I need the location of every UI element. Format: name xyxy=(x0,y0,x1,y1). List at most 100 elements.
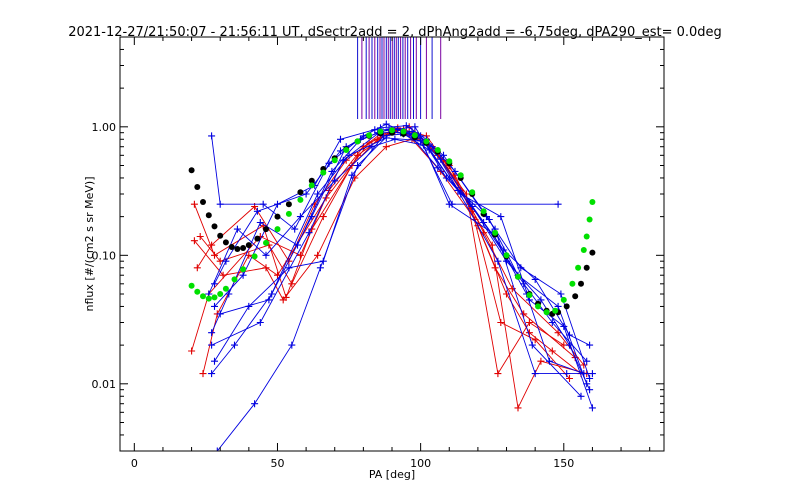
blue-data-point xyxy=(208,370,216,378)
blue-data-point xyxy=(213,447,221,451)
black-fit-point xyxy=(240,245,247,251)
blue-data-point xyxy=(339,156,347,164)
green-fit-point xyxy=(583,233,590,240)
black-fit-point xyxy=(254,235,261,242)
red-data-point xyxy=(219,271,227,279)
green-fit-point xyxy=(389,127,395,134)
blue-data-point xyxy=(337,135,344,143)
red-data-point xyxy=(245,251,253,259)
green-fit-point xyxy=(492,229,499,236)
green-fit-point xyxy=(188,282,195,289)
blue-data-point xyxy=(588,370,596,378)
blue-data-point xyxy=(251,400,259,408)
red-data-point xyxy=(188,347,196,355)
blue-data-point xyxy=(231,341,238,349)
green-fit-point xyxy=(400,128,407,135)
green-fit-point xyxy=(231,276,238,283)
black-fit-point xyxy=(274,213,281,220)
green-fit-point xyxy=(575,264,582,271)
blue-data-point xyxy=(274,200,281,208)
y-tick-label: 0.01 xyxy=(92,378,117,391)
green-fit-point xyxy=(543,309,550,316)
black-fit-point xyxy=(188,167,195,174)
black-fit-point xyxy=(308,177,315,184)
blue-series-line xyxy=(211,132,593,409)
green-fit-point xyxy=(434,147,441,153)
blue-data-point xyxy=(305,229,313,237)
blue-data-point xyxy=(437,155,445,163)
red-data-point xyxy=(494,370,502,378)
x-tick-label: 150 xyxy=(553,457,574,470)
blue-data-point xyxy=(586,341,594,349)
blue-data-point xyxy=(211,302,218,310)
red-series-line xyxy=(202,131,565,375)
black-fit-point xyxy=(583,264,590,271)
black-fit-point xyxy=(200,199,206,205)
blue-data-point xyxy=(382,134,390,142)
green-fit-point xyxy=(343,147,350,153)
red-data-point xyxy=(199,370,207,378)
blue-data-point xyxy=(497,213,505,221)
red-data-point xyxy=(525,319,533,326)
blue-data-point xyxy=(494,257,502,265)
y-axis-label: nflux [#/(cm2 s sr MeV)] xyxy=(83,177,96,312)
y-tick-label: 1.00 xyxy=(92,121,117,134)
blue-data-point xyxy=(548,319,556,326)
red-series-line xyxy=(194,138,576,358)
green-fit-point xyxy=(580,247,587,253)
red-data-point xyxy=(520,310,528,318)
green-fit-point xyxy=(263,239,269,246)
blue-data-point xyxy=(233,225,241,233)
red-data-point xyxy=(537,357,545,365)
blue-data-point xyxy=(566,331,573,339)
blue-data-point xyxy=(554,302,562,310)
blue-data-point xyxy=(554,200,562,208)
blue-data-point xyxy=(557,290,565,298)
blue-data-point xyxy=(586,375,594,382)
green-fit-point xyxy=(285,210,292,217)
blue-data-point xyxy=(391,135,399,143)
blue-data-point xyxy=(296,213,304,221)
blue-data-point xyxy=(208,329,216,337)
blue-series-line xyxy=(208,138,584,375)
red-data-point xyxy=(554,329,562,337)
red-data-point xyxy=(279,296,287,304)
red-data-point xyxy=(548,347,556,355)
blue-data-point xyxy=(528,341,536,349)
red-data-point xyxy=(491,264,499,272)
red-data-point xyxy=(211,251,218,259)
red-series-line xyxy=(196,129,585,366)
x-axis-label: PA [deg] xyxy=(369,468,415,481)
blue-data-point xyxy=(517,264,525,272)
blue-data-point xyxy=(448,200,456,208)
blue-data-point xyxy=(537,296,545,304)
x-tick-label: 100 xyxy=(410,457,431,470)
blue-data-point xyxy=(588,404,596,412)
y-tick-label: 0.10 xyxy=(92,249,117,262)
green-fit-point xyxy=(526,292,533,299)
blue-data-point xyxy=(294,241,301,249)
green-fit-point xyxy=(480,208,487,215)
green-fit-point xyxy=(354,138,361,145)
green-fit-point xyxy=(308,182,315,189)
red-data-point xyxy=(288,280,296,288)
green-fit-point xyxy=(552,307,559,314)
blue-data-point xyxy=(259,200,267,208)
blue-data-point xyxy=(216,200,224,208)
blue-data-point xyxy=(208,132,216,140)
blue-data-point xyxy=(583,357,591,365)
black-fit-point xyxy=(263,226,269,233)
blue-data-point xyxy=(208,341,216,349)
blue-data-point xyxy=(451,167,459,175)
green-fit-point xyxy=(274,226,281,233)
black-fit-point xyxy=(222,239,229,246)
black-fit-point xyxy=(285,201,292,208)
black-fit-point xyxy=(572,293,579,300)
black-fit-point xyxy=(205,212,212,219)
green-fit-point xyxy=(217,291,224,297)
black-fit-point xyxy=(589,249,596,256)
blue-data-point xyxy=(256,219,264,226)
blue-data-point xyxy=(262,251,270,259)
green-fit-point xyxy=(503,252,510,259)
